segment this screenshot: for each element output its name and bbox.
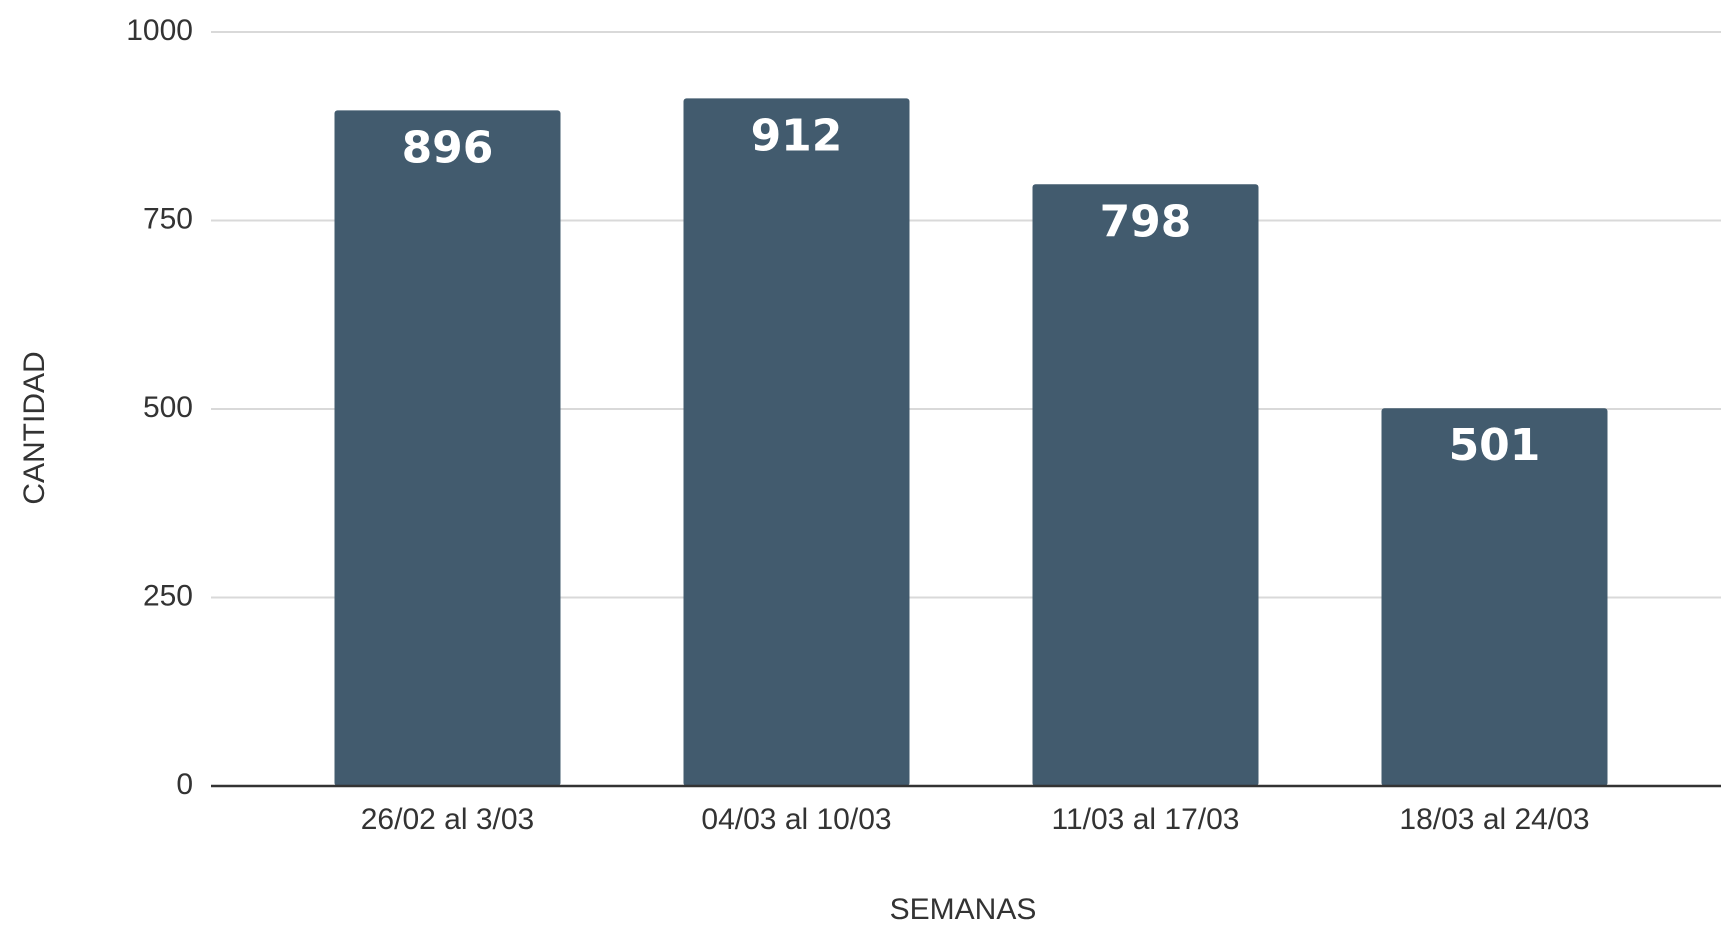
x-tick-label: 04/03 al 10/03 [701, 803, 891, 836]
bar [1032, 184, 1259, 787]
y-tick-label: 250 [143, 579, 193, 612]
y-axis-label: CANTIDAD [18, 351, 51, 504]
bar [683, 98, 910, 787]
data-label: 798 [1100, 196, 1192, 247]
bar [1381, 408, 1608, 786]
x-axis-label: SEMANAS [890, 893, 1037, 926]
bar [334, 110, 561, 786]
y-tick-label: 500 [143, 391, 193, 424]
x-tick-label: 11/03 al 17/03 [1052, 803, 1240, 836]
data-label: 896 [402, 122, 494, 173]
x-tick-label: 18/03 al 24/03 [1399, 803, 1589, 836]
y-tick-label: 1000 [126, 14, 193, 47]
y-tick-label: 750 [143, 202, 193, 235]
data-label: 912 [751, 110, 843, 161]
x-tick-label: 26/02 al 3/03 [361, 803, 534, 836]
y-tick-label: 0 [176, 768, 193, 801]
data-label: 501 [1449, 420, 1541, 471]
